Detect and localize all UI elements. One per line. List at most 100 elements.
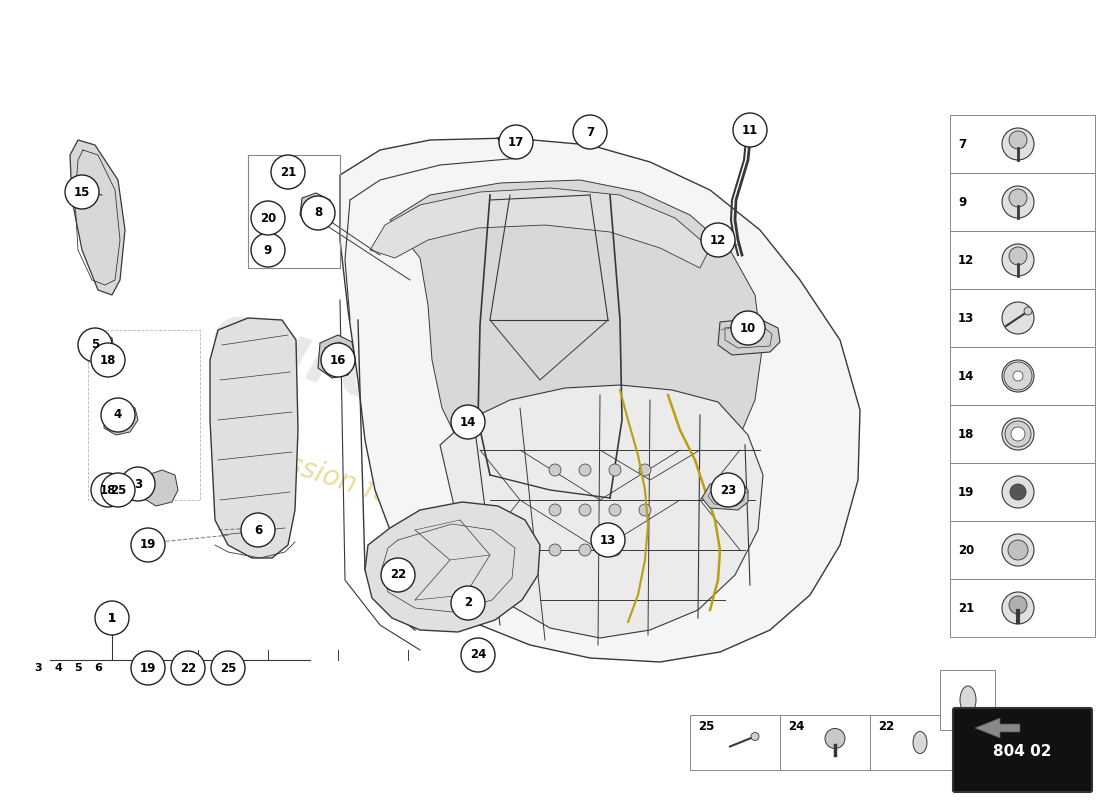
Text: eurospares: eurospares <box>202 297 658 503</box>
Circle shape <box>1005 421 1031 447</box>
FancyBboxPatch shape <box>950 289 1094 347</box>
Circle shape <box>1002 302 1034 334</box>
FancyBboxPatch shape <box>950 521 1094 579</box>
Circle shape <box>1002 128 1034 160</box>
FancyBboxPatch shape <box>780 715 870 770</box>
Circle shape <box>91 473 125 507</box>
Circle shape <box>549 544 561 556</box>
Text: 10: 10 <box>740 322 756 334</box>
Circle shape <box>78 328 112 362</box>
Circle shape <box>95 601 129 635</box>
Text: 8: 8 <box>314 206 322 219</box>
Circle shape <box>101 473 135 507</box>
Text: 13: 13 <box>958 311 975 325</box>
Circle shape <box>732 311 764 345</box>
Circle shape <box>101 398 135 432</box>
Text: 6: 6 <box>95 663 102 673</box>
Circle shape <box>211 651 245 685</box>
Polygon shape <box>702 480 748 510</box>
Text: 4: 4 <box>114 409 122 422</box>
Circle shape <box>639 504 651 516</box>
FancyBboxPatch shape <box>950 463 1094 521</box>
Polygon shape <box>210 318 298 558</box>
Text: 24: 24 <box>470 649 486 662</box>
FancyBboxPatch shape <box>870 715 960 770</box>
Text: 25: 25 <box>110 483 126 497</box>
Circle shape <box>711 473 745 507</box>
Circle shape <box>1002 592 1034 624</box>
Polygon shape <box>370 188 710 268</box>
Circle shape <box>751 733 759 741</box>
Circle shape <box>639 464 651 476</box>
Circle shape <box>1011 427 1025 441</box>
Text: 22: 22 <box>180 662 196 674</box>
Circle shape <box>1002 186 1034 218</box>
Circle shape <box>825 729 845 749</box>
Circle shape <box>271 155 305 189</box>
Circle shape <box>579 504 591 516</box>
Circle shape <box>381 558 415 592</box>
Text: 3: 3 <box>34 663 42 673</box>
Circle shape <box>321 343 355 377</box>
Polygon shape <box>300 193 332 228</box>
Text: 19: 19 <box>140 662 156 674</box>
Polygon shape <box>718 318 780 355</box>
Circle shape <box>121 467 155 501</box>
Circle shape <box>579 464 591 476</box>
Text: 14: 14 <box>958 370 975 382</box>
Circle shape <box>1002 418 1034 450</box>
Circle shape <box>91 343 125 377</box>
Text: 20: 20 <box>958 543 975 557</box>
Polygon shape <box>365 502 540 632</box>
Ellipse shape <box>913 731 927 754</box>
Circle shape <box>609 464 622 476</box>
Circle shape <box>251 201 285 235</box>
Circle shape <box>251 233 285 267</box>
Circle shape <box>1002 534 1034 566</box>
Text: 1: 1 <box>108 611 117 625</box>
FancyBboxPatch shape <box>940 670 996 730</box>
Text: 19: 19 <box>958 486 975 498</box>
Polygon shape <box>104 402 138 435</box>
Text: 15: 15 <box>74 186 90 198</box>
Text: 22: 22 <box>389 569 406 582</box>
Circle shape <box>549 504 561 516</box>
Polygon shape <box>318 335 355 378</box>
Text: 18: 18 <box>100 354 117 366</box>
Text: 19: 19 <box>140 538 156 551</box>
Text: 3: 3 <box>134 478 142 490</box>
Text: 13: 13 <box>600 534 616 546</box>
Text: 17: 17 <box>508 135 524 149</box>
Text: 20: 20 <box>260 211 276 225</box>
Text: 4: 4 <box>54 663 62 673</box>
FancyBboxPatch shape <box>950 115 1094 173</box>
Text: 22: 22 <box>878 720 894 733</box>
Text: 18: 18 <box>958 427 975 441</box>
Text: 25: 25 <box>220 662 236 674</box>
Polygon shape <box>440 385 763 638</box>
Circle shape <box>1009 131 1027 149</box>
Circle shape <box>451 405 485 439</box>
FancyBboxPatch shape <box>950 579 1094 637</box>
Circle shape <box>701 223 735 257</box>
Circle shape <box>451 586 485 620</box>
Text: 21: 21 <box>279 166 296 178</box>
Text: 7: 7 <box>958 138 966 150</box>
Circle shape <box>579 544 591 556</box>
Text: 24: 24 <box>788 720 804 733</box>
Circle shape <box>1010 484 1026 500</box>
Circle shape <box>1009 189 1027 207</box>
Polygon shape <box>340 138 860 662</box>
Circle shape <box>65 175 99 209</box>
Circle shape <box>1009 247 1027 265</box>
Circle shape <box>461 638 495 672</box>
FancyBboxPatch shape <box>950 347 1094 405</box>
FancyBboxPatch shape <box>950 173 1094 231</box>
Text: 5: 5 <box>74 663 81 673</box>
Circle shape <box>241 513 275 547</box>
Circle shape <box>573 115 607 149</box>
FancyBboxPatch shape <box>950 405 1094 463</box>
Polygon shape <box>143 470 178 506</box>
Text: 9: 9 <box>958 195 966 209</box>
Text: 14: 14 <box>460 415 476 429</box>
